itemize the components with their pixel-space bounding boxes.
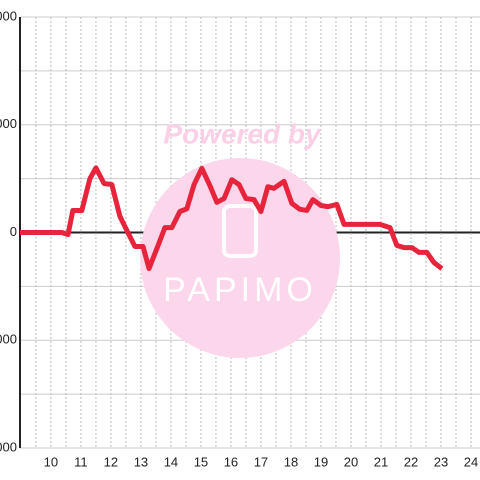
watermark-phone: [222, 204, 258, 258]
x-tick-label: 11: [74, 454, 88, 469]
y-tick-label: -2,000: [0, 439, 17, 454]
x-tick-label: 20: [344, 454, 358, 469]
x-tick-label: 15: [194, 454, 208, 469]
line: [20, 165, 444, 272]
x-tick-label: 13: [134, 454, 148, 469]
x-tick-label: 18: [284, 454, 298, 469]
x-tick-label: 19: [314, 454, 328, 469]
x-tick-label: 24: [464, 454, 478, 469]
y-tick-label: 2,000: [0, 8, 17, 23]
x-tick-label: 17: [254, 454, 268, 469]
x-tick-label: 16: [224, 454, 238, 469]
watermark: Powered by PAPIMO: [140, 118, 340, 358]
watermark-text: Powered by: [163, 118, 322, 149]
watermark-text: PAPIMO: [163, 271, 317, 309]
x-tick-label: 10: [44, 454, 58, 469]
y-tick-label: 1,000: [0, 116, 17, 131]
x-tick-label: 14: [164, 454, 178, 469]
y-tick-label: 0: [10, 224, 17, 239]
x-tick-label: 21: [374, 454, 388, 469]
y-tick-label: -2,000: [0, 332, 17, 347]
x-tick-label: 22: [404, 454, 418, 469]
x-tick-label: 23: [434, 454, 448, 469]
x-tick-label: 12: [104, 454, 118, 469]
